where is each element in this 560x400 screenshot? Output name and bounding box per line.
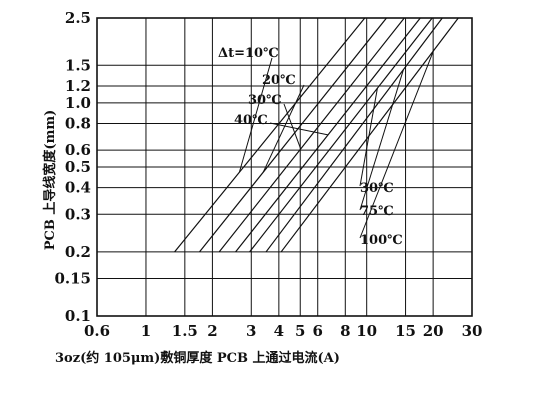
y-tick-label: 1.0 [65,94,91,112]
leader-line [238,57,273,173]
y-tick-label: 0.4 [65,179,91,197]
x-tick-label: 3 [246,322,256,340]
y-tick-label: 0.2 [65,243,91,261]
grid [96,17,473,317]
series-line [218,17,405,253]
series-line [199,17,387,253]
series-line [174,17,366,253]
x-tick-label: 1 [141,322,151,340]
y-tick-label: 0.15 [54,269,91,287]
x-tick-label: 15 [395,322,416,340]
leader-line [359,50,434,239]
x-tick-label: 6 [313,322,323,340]
y-tick-label: 1.5 [65,56,91,74]
y-tick-label: 0.6 [65,141,91,159]
y-tick-label: 1.2 [65,77,91,95]
leader-lines [238,50,434,239]
x-tick-label: 2 [207,322,217,340]
x-tick-label: 8 [340,322,350,340]
leader-line [283,103,302,150]
y-tick-label: 0.1 [65,307,91,325]
series-label: 75℃ [360,204,394,219]
series-label: 30℃ [248,93,282,108]
y-tick-label: 0.8 [65,114,91,132]
leader-line [262,84,305,173]
series-label: Δt=10℃ [218,46,279,61]
series-label: 100℃ [360,233,403,248]
x-tick-label: 5 [295,322,305,340]
x-tick-labels: 0.6 1 1.5 2 3 4 5 6 8 10 15 20 30 [84,322,482,340]
x-axis-title: 3oz(约 105μm)敷铜厚度 PCB 上通过电流(A) [55,350,340,366]
x-tick-label: 4 [274,322,284,340]
x-tick-label: 30 [462,322,483,340]
x-tick-label: 20 [423,322,444,340]
curves [174,17,459,253]
y-tick-label: 2.5 [65,9,91,27]
series-label: 40℃ [234,113,268,128]
x-tick-label: 0.6 [84,322,110,340]
y-tick-label: 0.5 [65,158,91,176]
series-label: 30℃ [360,181,394,196]
y-axis-title: PCB 上导线宽度(mm) [42,110,58,250]
series-line [280,17,459,253]
x-tick-label: 10 [356,322,377,340]
leader-line [269,122,329,136]
x-tick-label: 1.5 [172,322,198,340]
leader-line [359,88,378,187]
y-tick-labels: 0.1 0.15 0.2 0.3 0.4 0.50.6 0.8 1.01.2 1.5 2.5 [54,9,91,325]
series-line [249,17,433,253]
y-tick-label: 0.3 [65,205,91,223]
series-label: 20℃ [262,73,296,88]
leader-line [359,69,404,211]
series-labels: Δt=10℃ 20℃ 30℃ 40℃ 30℃ 75℃ 100℃ [218,46,403,248]
series-line [265,17,443,253]
